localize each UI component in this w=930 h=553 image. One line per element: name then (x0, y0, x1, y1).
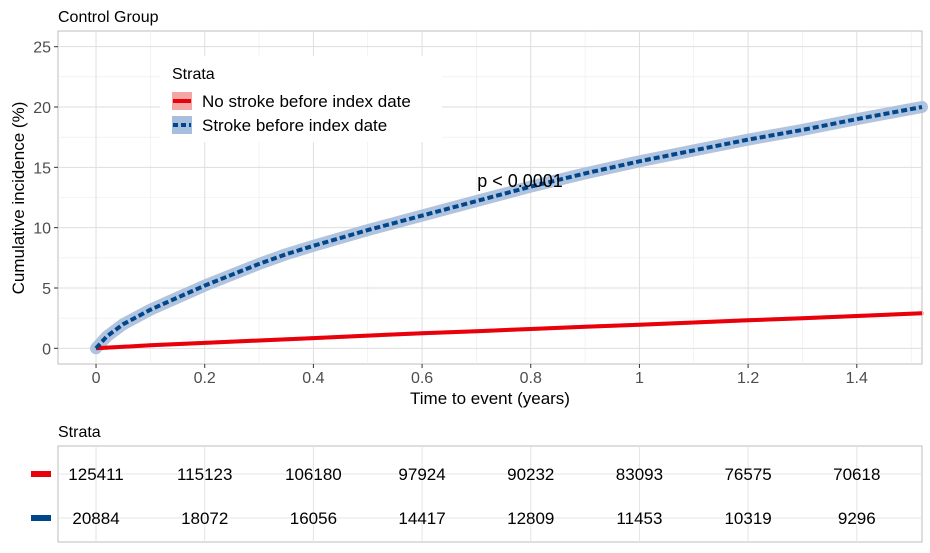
risk-table-cell: 18072 (181, 509, 228, 528)
plot-area: 0 0.2 0.4 0.6 0.8 1 1.2 1.4 0 5 10 15 20 25 p < 0.00… (9, 30, 928, 408)
legend-label-no-stroke: No stroke before index date (202, 92, 411, 111)
y-tick-label: 10 (33, 221, 51, 238)
y-tick-label: 25 (33, 40, 51, 57)
series-lines (94, 105, 923, 351)
p-value-annotation: p < 0.0001 (477, 171, 563, 191)
y-tick-label: 0 (42, 341, 51, 358)
risk-table: Strata 125411 115123 106180 97924 90232 83093… (31, 424, 923, 543)
x-tick-label: 0.4 (302, 370, 324, 387)
x-axis-label: Time to event (years) (410, 389, 570, 408)
risk-table-cell: 20884 (72, 509, 119, 528)
chart-title: Control Group (58, 9, 159, 26)
x-tick-label: 1.4 (846, 370, 868, 387)
legend-label-stroke: Stroke before index date (202, 116, 387, 135)
risk-table-cell: 14417 (398, 509, 445, 528)
x-tick-label: 0.2 (194, 370, 216, 387)
risk-table-cell: 106180 (285, 465, 342, 484)
legend-box (160, 56, 442, 142)
y-axis-label: Cumulative incidence (%) (9, 102, 28, 295)
series-line-stroke (94, 105, 923, 350)
x-axis-ticks: 0 0.2 0.4 0.6 0.8 1 1.2 1.4 (92, 364, 868, 387)
risk-table-cell: 76575 (724, 465, 771, 484)
x-tick-label: 1 (635, 370, 644, 387)
risk-table-cell: 83093 (616, 465, 663, 484)
risk-row-key (31, 515, 51, 521)
legend-title: Strata (172, 66, 215, 83)
legend-keys (172, 92, 192, 134)
risk-table-cell: 11453 (616, 509, 662, 528)
risk-table-title: Strata (58, 424, 101, 441)
y-tick-label: 20 (33, 100, 51, 117)
risk-table-cell: 16056 (290, 509, 337, 528)
x-tick-label: 0.6 (411, 370, 433, 387)
y-tick-label: 5 (42, 281, 51, 298)
risk-table-cell: 125411 (68, 465, 123, 484)
x-tick-label: 0.8 (520, 370, 542, 387)
risk-table-cell: 90232 (507, 465, 554, 484)
risk-table-cell: 9296 (838, 509, 876, 528)
x-tick-label: 1.2 (737, 370, 759, 387)
risk-table-cell: 115123 (177, 465, 232, 484)
y-tick-label: 15 (33, 160, 51, 177)
x-tick-label: 0 (92, 370, 101, 387)
risk-table-cell: 10319 (724, 509, 771, 528)
risk-table-grid (58, 446, 922, 542)
series-line-no-stroke (95, 311, 923, 351)
legend: Strata No stroke before index date Strok… (160, 56, 442, 142)
risk-table-cell: 12809 (507, 509, 554, 528)
risk-table-cell: 70618 (833, 465, 880, 484)
risk-table-keys (31, 471, 51, 521)
risk-row-key (31, 471, 51, 477)
risk-table-cell: 97924 (398, 465, 445, 484)
risk-table-cells: 125411 115123 106180 97924 90232 83093 76575 70… (68, 465, 880, 528)
risk-table-panel (57, 445, 923, 543)
y-axis-ticks: 0 5 10 15 20 25 (33, 40, 58, 358)
